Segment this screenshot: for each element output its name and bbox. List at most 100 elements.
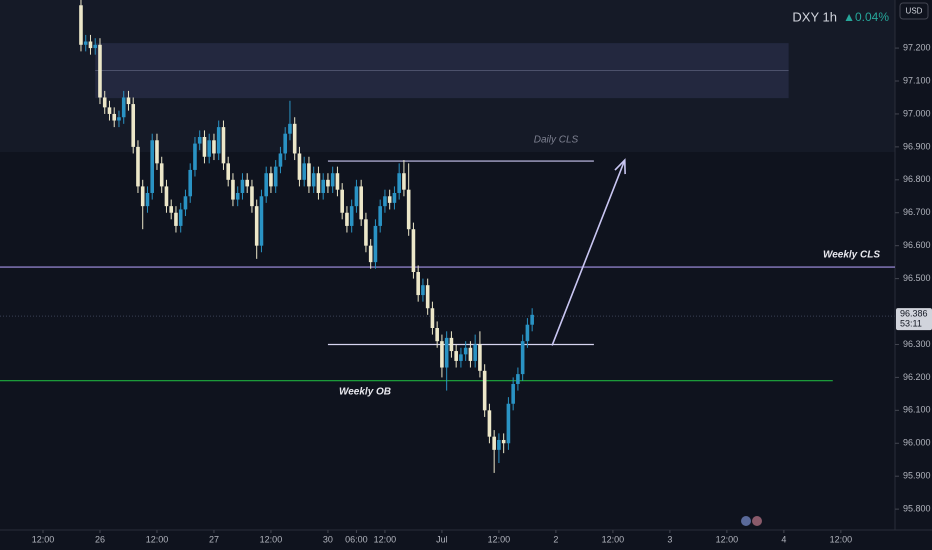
x-tick-label: 12:00	[260, 534, 283, 544]
candle-body	[202, 136, 207, 157]
candle-body	[155, 140, 159, 164]
candle-body	[145, 192, 150, 207]
currency-box[interactable]	[899, 2, 929, 20]
candle-body	[231, 179, 235, 200]
x-tick-label: 06:00	[345, 534, 368, 544]
candle-body	[425, 285, 430, 309]
candle-body	[416, 272, 420, 296]
candle-body	[311, 173, 316, 187]
candle-body	[150, 140, 155, 193]
x-tick-label: 3	[667, 534, 672, 544]
candle-body	[506, 403, 511, 444]
candle-body	[178, 209, 183, 226]
candle-body	[112, 113, 117, 121]
candle-body	[359, 186, 363, 220]
x-tick-label: 12:00	[32, 534, 55, 544]
x-tick-label: 2	[553, 534, 558, 544]
candle-body	[297, 153, 302, 180]
candle-body	[530, 314, 534, 325]
arrow	[551, 159, 626, 346]
candle-body	[501, 439, 506, 444]
candle-body	[245, 179, 249, 187]
candle-body	[463, 347, 468, 355]
y-tick-label: 96.500	[903, 273, 931, 283]
candle-body	[221, 127, 226, 164]
flag-icon[interactable]	[741, 516, 751, 526]
candle-body	[136, 146, 140, 187]
flag-icon[interactable]	[752, 516, 762, 526]
y-tick-label: 95.900	[903, 471, 931, 481]
x-tick-label: 12:00	[374, 534, 397, 544]
candle-body	[373, 225, 378, 263]
candle-body	[283, 133, 287, 154]
candle-body	[259, 196, 264, 246]
candle-body	[525, 324, 530, 342]
x-tick-label: 27	[209, 534, 219, 544]
y-tick-label: 96.900	[903, 141, 931, 151]
candle-body	[235, 192, 240, 200]
candle-body	[482, 370, 487, 411]
candle-body	[264, 173, 268, 197]
y-tick-label: 96.800	[903, 174, 931, 184]
candle-body	[79, 5, 83, 45]
candle-body	[273, 166, 278, 187]
y-tick-label: 96.300	[903, 339, 931, 349]
level-label: Daily CLS	[534, 135, 579, 146]
x-tick-label: 12:00	[716, 534, 739, 544]
candle-body	[459, 354, 463, 361]
candle-body	[387, 196, 392, 203]
change: ▲0.04%	[843, 10, 889, 24]
candle-body	[183, 196, 188, 210]
candle-body	[487, 410, 492, 437]
candle-body	[169, 206, 174, 213]
candle-body	[406, 189, 411, 230]
candle-body	[292, 123, 297, 154]
candle-body	[492, 436, 496, 450]
y-tick-label: 96.200	[903, 372, 931, 382]
candle-body	[269, 173, 273, 187]
symbol: DXY 1h	[792, 9, 837, 24]
countdown: 53:11	[900, 319, 922, 329]
level-label: Weekly OB	[339, 386, 391, 397]
candle-body	[288, 123, 292, 134]
x-tick-label: 12:00	[602, 534, 625, 544]
candle-body	[444, 337, 449, 368]
candle-body	[454, 351, 458, 361]
candle-body	[226, 163, 231, 180]
candle-body	[302, 163, 306, 180]
candle-body	[392, 192, 397, 203]
candle-body	[98, 44, 102, 98]
candle-body	[131, 104, 136, 147]
candle-body	[520, 341, 525, 375]
candle-body	[88, 41, 93, 49]
candle-body	[516, 374, 520, 384]
candle-body	[430, 308, 435, 329]
candle-body	[174, 212, 178, 226]
candle-body	[117, 117, 121, 121]
last-price-box	[896, 308, 932, 331]
candle-body	[326, 179, 330, 187]
candle-body	[216, 127, 221, 154]
candle-body	[240, 179, 245, 193]
candle-body	[364, 219, 368, 246]
candle-body	[250, 186, 254, 207]
candle-body	[368, 245, 373, 263]
arrow-head	[614, 158, 626, 175]
y-tick-label: 95.800	[903, 504, 931, 514]
x-tick-label: 12:00	[830, 534, 853, 544]
candle-body	[335, 173, 340, 190]
candle-body	[478, 344, 482, 371]
candle-body	[435, 328, 439, 342]
last-price: 96.386	[900, 309, 928, 319]
candle-body	[345, 212, 349, 226]
candle-body	[93, 44, 98, 49]
candle-body	[511, 383, 515, 404]
y-tick-label: 96.700	[903, 207, 931, 217]
candle-body	[402, 173, 406, 190]
x-tick-label: Jul	[436, 534, 448, 544]
candle-body	[354, 186, 359, 207]
candle-body	[159, 163, 164, 187]
x-tick-label: 12:00	[488, 534, 511, 544]
x-tick-label: 26	[95, 534, 105, 544]
